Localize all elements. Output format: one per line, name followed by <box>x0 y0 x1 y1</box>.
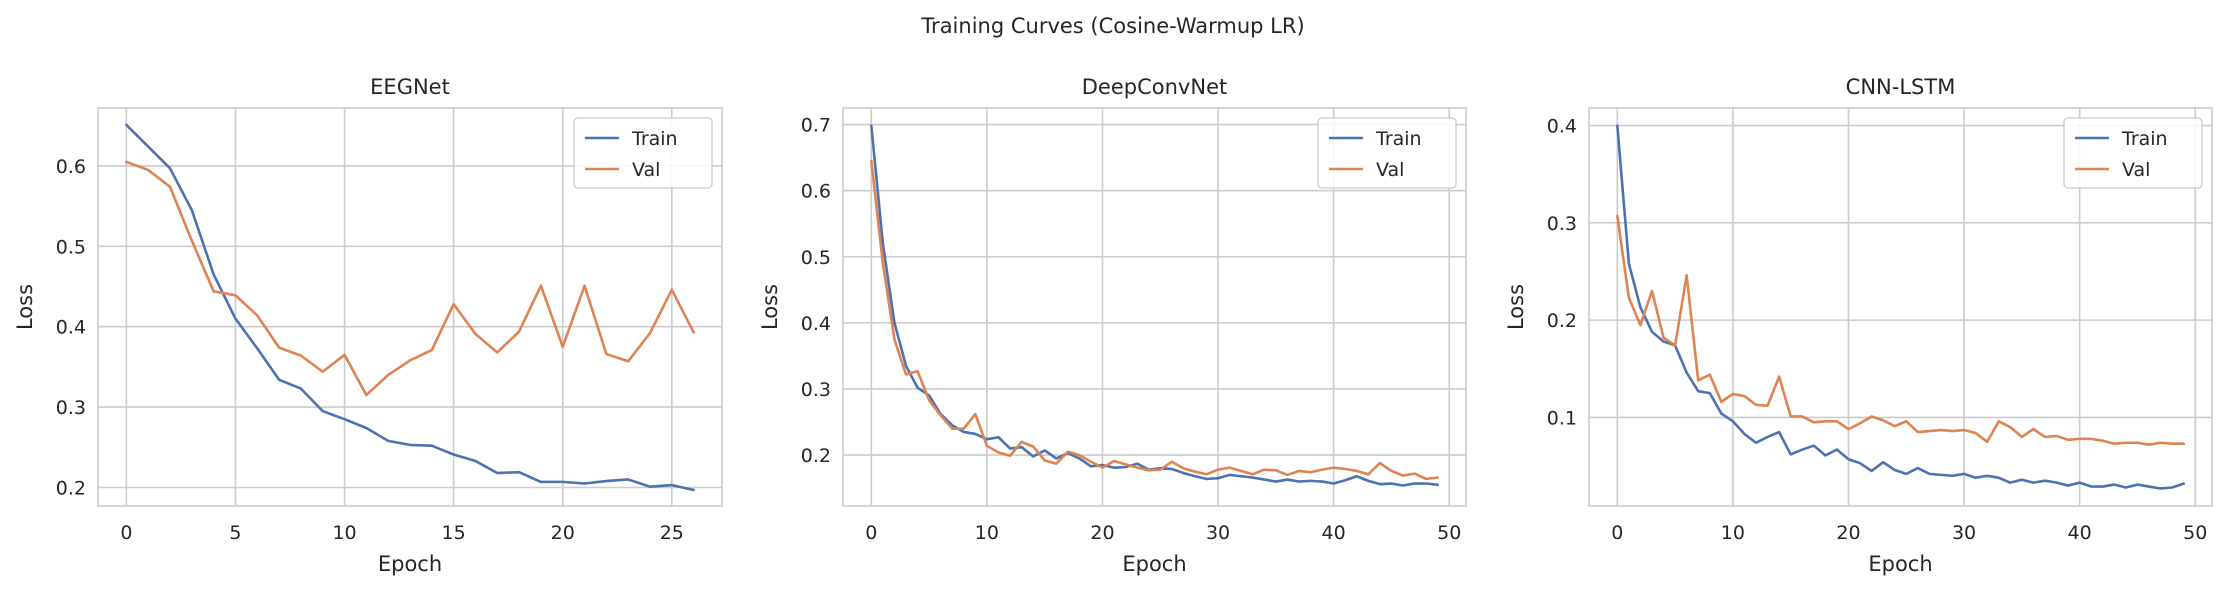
y-tick-label: 0.7 <box>801 115 831 137</box>
x-tick-label: 40 <box>1322 522 1346 544</box>
x-tick-label: 10 <box>1721 522 1745 544</box>
x-tick-label: 50 <box>2183 522 2207 544</box>
y-tick-label: 0.4 <box>56 317 86 339</box>
series-line-val <box>1616 214 2185 446</box>
legend-box <box>2063 117 2203 189</box>
x-tick-label: 0 <box>865 522 877 544</box>
x-axis-label: Epoch <box>1868 552 1932 576</box>
y-tick-label: 0.1 <box>1547 407 1577 429</box>
x-tick-label: 20 <box>1836 522 1860 544</box>
x-axis-label: Epoch <box>378 552 442 576</box>
series-line-val <box>125 160 695 397</box>
x-tick-label: 10 <box>332 522 356 544</box>
x-tick-label: 50 <box>1437 522 1461 544</box>
y-tick-label: 0.4 <box>1547 116 1577 138</box>
y-axis-label: Loss <box>1504 284 1528 330</box>
y-tick-label: 0.5 <box>56 236 86 258</box>
legend-box <box>1317 117 1457 189</box>
legend-box <box>573 117 713 189</box>
plot-frame <box>97 107 723 507</box>
chart-title: DeepConvNet <box>1082 75 1227 99</box>
x-tick-label: 0 <box>1611 522 1623 544</box>
x-tick-label: 5 <box>229 522 241 544</box>
legend: Train Val <box>2063 117 2203 189</box>
x-tick-label: 10 <box>975 522 999 544</box>
y-tick-label: 0.3 <box>56 397 86 419</box>
legend-label-train: Train <box>631 128 678 150</box>
y-tick-label: 0.2 <box>801 445 831 467</box>
legend-label-val: Val <box>2122 159 2150 181</box>
y-axis-label: Loss <box>13 284 37 330</box>
legend-label-val: Val <box>1376 159 1404 181</box>
figure-title: Training Curves (Cosine-Warmup LR) <box>920 14 1304 38</box>
chart-panel-2: 0 10 20 30 40 50 0.2 0.3 0.4 0.5 0.6 0.7 DeepConvNet… <box>758 75 1467 576</box>
chart-panel-1: 0 5 10 15 20 25 0.2 0.3 0.4 0.5 0.6 EEGNet Epoch Loss… <box>13 75 723 576</box>
x-tick-label: 30 <box>1206 522 1230 544</box>
series-line-val <box>870 159 1439 481</box>
chart-panel-3: 0 10 20 30 40 50 0.1 0.2 0.3 0.4 CNN-LSTM Epoch Loss… <box>1504 75 2213 576</box>
legend: Train Val <box>1317 117 1457 189</box>
y-tick-label: 0.6 <box>56 156 86 178</box>
legend-label-train: Train <box>2121 128 2168 150</box>
y-tick-label: 0.2 <box>1547 310 1577 332</box>
x-tick-label: 40 <box>2068 522 2092 544</box>
series-line-train <box>125 123 695 492</box>
y-tick-label: 0.4 <box>801 313 831 335</box>
x-tick-label: 15 <box>442 522 466 544</box>
chart-panels: 0 5 10 15 20 25 0.2 0.3 0.4 0.5 0.6 EEGNet Epoch Loss… <box>13 75 2213 576</box>
plot-frame <box>1588 107 2213 507</box>
y-tick-label: 0.3 <box>1547 213 1577 235</box>
legend-label-val: Val <box>632 159 660 181</box>
chart-title: CNN-LSTM <box>1846 75 1956 99</box>
plot-frame <box>842 107 1467 507</box>
y-tick-label: 0.5 <box>801 247 831 269</box>
y-axis-label: Loss <box>758 284 782 330</box>
y-tick-label: 0.3 <box>801 379 831 401</box>
y-tick-label: 0.6 <box>801 181 831 203</box>
x-tick-label: 30 <box>1952 522 1976 544</box>
x-tick-label: 20 <box>551 522 575 544</box>
chart-title: EEGNet <box>370 75 450 99</box>
legend-label-train: Train <box>1375 128 1422 150</box>
x-axis-label: Epoch <box>1122 552 1186 576</box>
legend: Train Val <box>573 117 713 189</box>
y-tick-label: 0.2 <box>56 478 86 500</box>
x-tick-label: 20 <box>1090 522 1114 544</box>
x-tick-label: 25 <box>660 522 684 544</box>
x-tick-label: 0 <box>120 522 132 544</box>
series-line-train <box>1616 124 2185 490</box>
